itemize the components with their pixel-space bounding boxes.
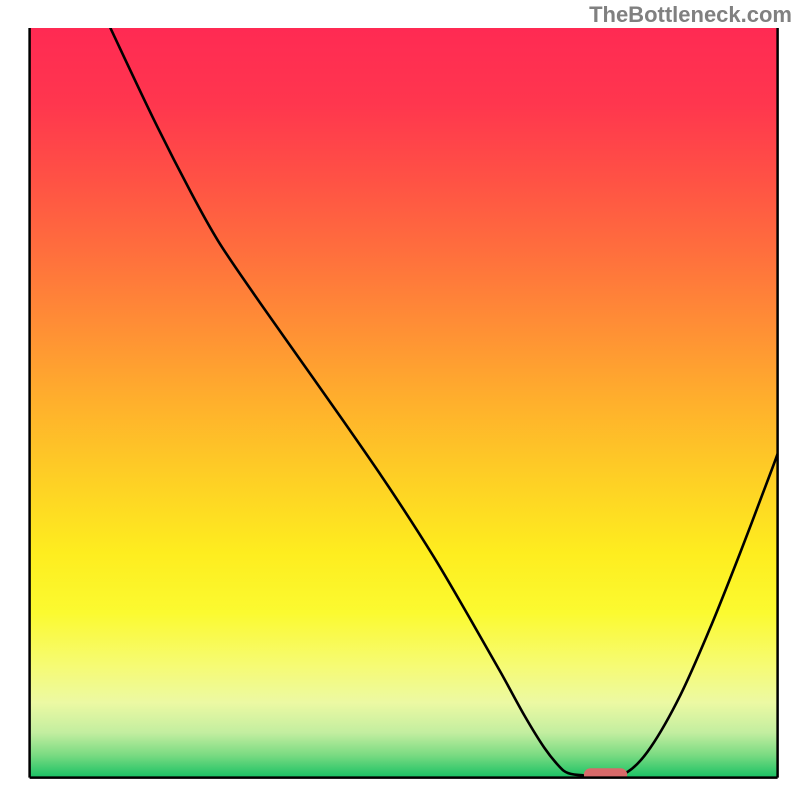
watermark-text: TheBottleneck.com (589, 2, 792, 28)
gradient-background (30, 28, 778, 778)
optimal-marker (584, 768, 627, 781)
bottleneck-chart (0, 0, 800, 800)
chart-container: TheBottleneck.com (0, 0, 800, 800)
